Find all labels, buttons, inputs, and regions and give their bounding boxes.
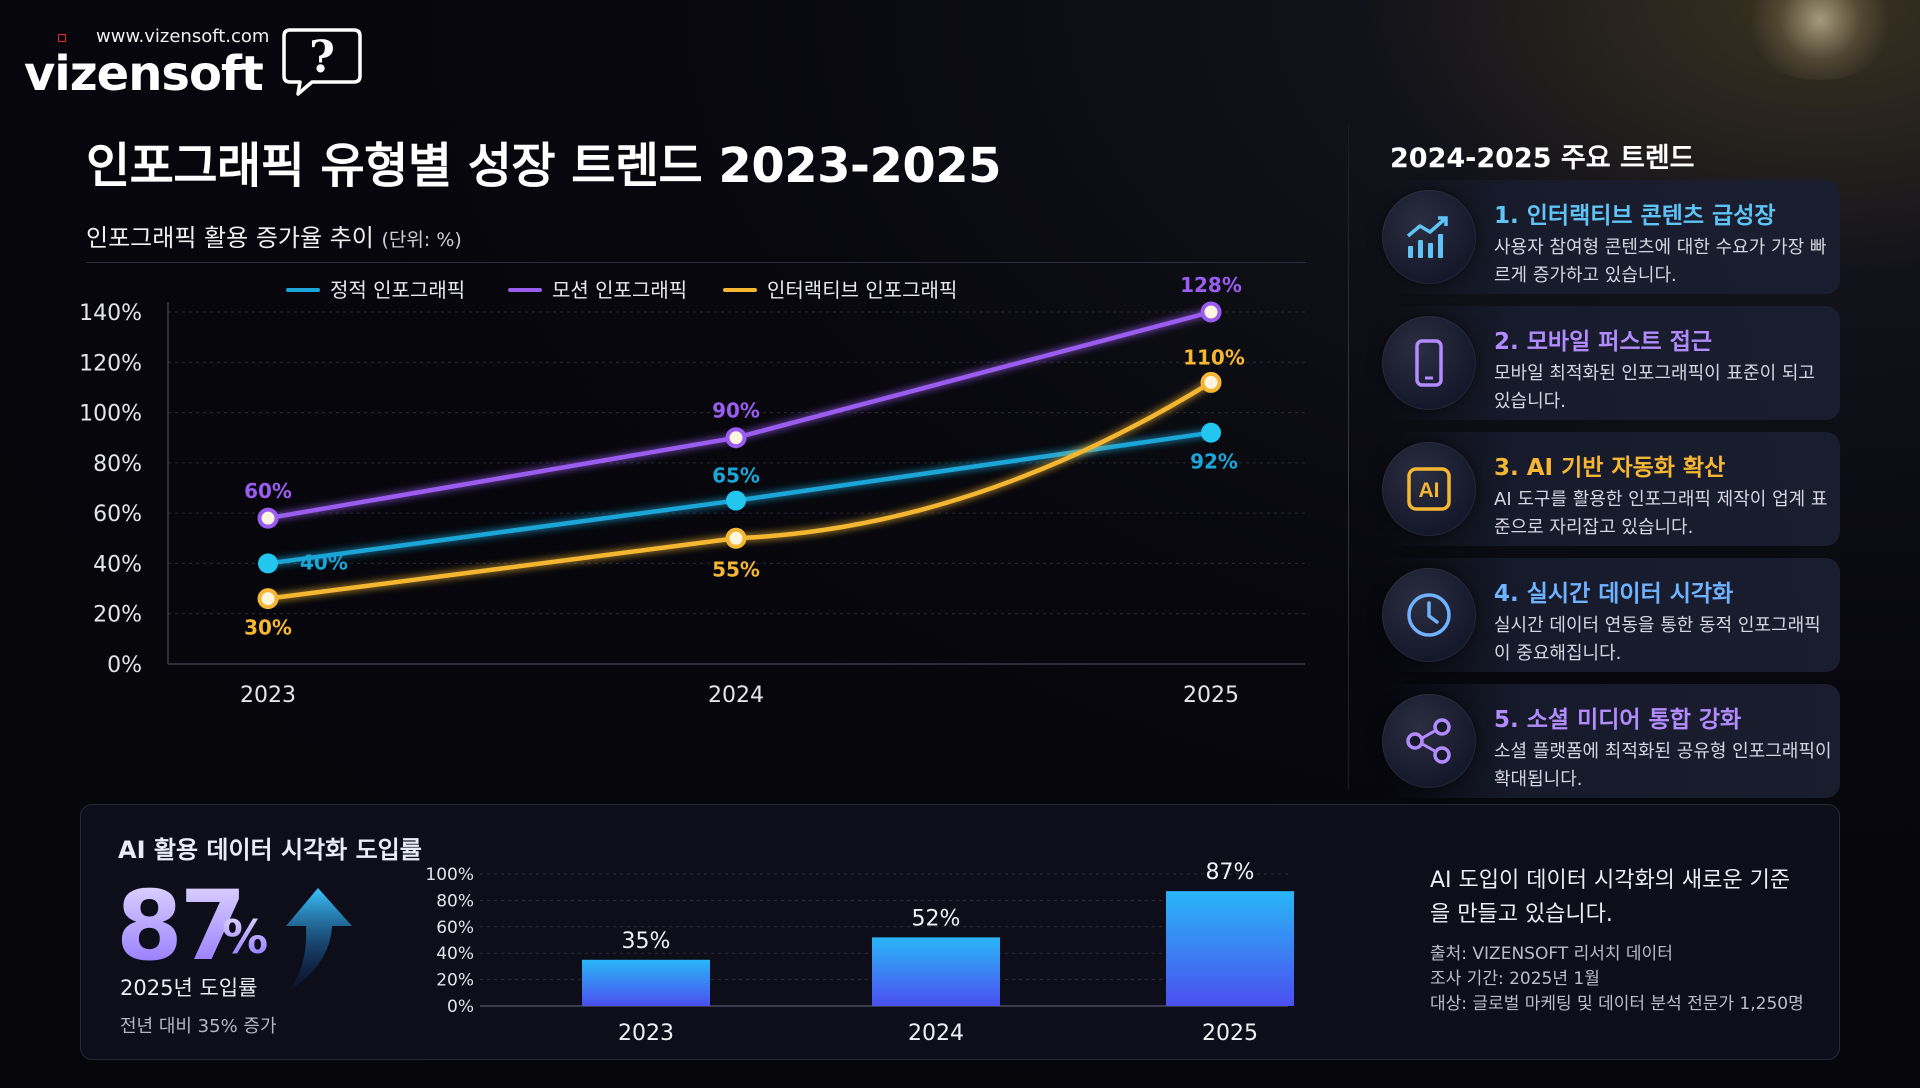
adoption-big-number: 87: [116, 870, 247, 982]
series-line: [265, 380, 1214, 601]
y-tick-label: 140%: [79, 301, 142, 326]
data-label: 60%: [244, 479, 292, 503]
y-tick-label: 100%: [79, 402, 142, 427]
brand-url: www.vizensoft.com: [96, 26, 270, 47]
x-tick-label: 2024: [908, 1021, 964, 1046]
y-tick-label: 0%: [447, 997, 474, 1017]
data-point: [1200, 301, 1222, 323]
adoption-big-percent: %: [222, 910, 269, 964]
source-line: 대상: 글로벌 마케팅 및 데이터 분석 전문가 1,250명: [1430, 994, 1804, 1014]
x-tick-label: 2023: [240, 683, 296, 708]
trend-icon-frame: [1382, 568, 1476, 662]
trend-heading: 4. 실시간 데이터 시각화: [1494, 581, 1734, 607]
vertical-divider: [1348, 124, 1349, 790]
logo-dot-icon: [58, 34, 66, 42]
page-title: 인포그래픽 유형별 성장 트렌드 2023-2025: [86, 138, 1002, 194]
data-label: 65%: [712, 464, 760, 488]
adoption-increase: 전년 대비 35% 증가: [120, 1016, 277, 1037]
trend-description: 실시간 데이터 연동을 통한 동적 인포그래픽이 중요해집니다.: [1494, 615, 1821, 664]
y-tick-label: 20%: [93, 603, 142, 628]
brand-name: VIZENSOFT: [24, 46, 264, 102]
data-label: 110%: [1183, 345, 1245, 369]
data-point: [257, 507, 279, 529]
bar-value-label: 52%: [912, 906, 961, 931]
bar-value-label: 35%: [622, 929, 671, 954]
trend-heading: 2. 모바일 퍼스트 접근: [1494, 329, 1713, 355]
svg-text:AI: AI: [1419, 479, 1440, 502]
source-line: 조사 기간: 2025년 1월: [1430, 969, 1600, 989]
data-label: 40%: [300, 550, 348, 574]
chart-subtitle: 인포그래픽 활용 증가율 추이 (단위: %): [86, 218, 462, 253]
chart-unit: (단위: %): [381, 229, 462, 251]
trends-panel-title: 2024-2025 주요 트렌드: [1390, 143, 1695, 174]
chart-subtitle-text: 인포그래픽 활용 증가율 추이: [86, 224, 374, 252]
subtitle-divider: [86, 262, 1306, 263]
trend-card: AI 3. AI 기반 자동화 확산 AI 도구를 활용한 인포그래픽 제작이 업계…: [1382, 432, 1840, 546]
y-tick-label: 80%: [93, 452, 142, 477]
data-point: [258, 553, 278, 574]
trend-heading: 5. 소셜 미디어 통합 강화: [1494, 707, 1742, 733]
y-tick-label: 20%: [436, 971, 474, 991]
trend-icon-frame: [1382, 190, 1476, 284]
bar: [582, 959, 710, 1006]
legend-label: 모션 인포그래픽: [552, 278, 687, 302]
speech-bubble-icon: ?: [282, 28, 362, 96]
source-notes: 출처: VIZENSOFT 리서치 데이터 조사 기간: 2025년 1월 대상…: [1430, 942, 1830, 1017]
y-tick-label: 60%: [93, 502, 142, 527]
data-point: [257, 588, 279, 610]
x-tick-label: 2025: [1183, 683, 1239, 708]
adoption-year-label: 2025년 도입률: [120, 976, 258, 1000]
legend-label: 인터랙티브 인포그래픽: [767, 278, 957, 302]
ai-note: AI 도입이 데이터 시각화의 새로운 기준을 만들고 있습니다.: [1430, 868, 1791, 927]
x-tick-label: 2023: [618, 1021, 674, 1046]
y-tick-label: 60%: [436, 918, 474, 938]
data-point: [725, 527, 747, 549]
trend-icon-frame: [1382, 694, 1476, 788]
ai-section-title: AI 활용 데이터 시각화 도입률: [118, 836, 422, 864]
trend-description: 소셜 플랫폼에 최적화된 공유형 인포그래픽이 확대됩니다.: [1494, 741, 1832, 790]
light-glow: [1740, 0, 1900, 80]
trend-description: AI 도구를 활용한 인포그래픽 제작이 업계 표준으로 자리잡고 있습니다.: [1494, 489, 1828, 538]
y-tick-label: 80%: [436, 891, 474, 911]
legend-label: 정적 인포그래픽: [330, 278, 465, 302]
y-tick-label: 0%: [107, 653, 142, 678]
ai-adoption-card: [80, 804, 1840, 1060]
trend-heading: 1. 인터랙티브 콘텐츠 급성장: [1494, 203, 1776, 229]
trend-description: 사용자 참여형 콘텐츠에 대한 수요가 가장 빠르게 증가하고 있습니다.: [1494, 237, 1827, 286]
line-chart: 0% 20% 40% 60% 80% 100% 120% 140% 2023 2024 2025 정적…: [79, 273, 1305, 708]
data-point: [1200, 371, 1222, 393]
data-label: 128%: [1180, 273, 1242, 297]
logo-mark: ?: [309, 32, 335, 83]
data-label: 90%: [712, 399, 760, 423]
data-point: [1201, 422, 1221, 443]
data-label: 55%: [712, 557, 760, 581]
y-tick-label: 40%: [93, 552, 142, 577]
trend-icon-frame: [1382, 316, 1476, 410]
brand-logo[interactable]: www.vizensoft.com VIZENSOFT ?: [24, 26, 364, 102]
bar: [1166, 891, 1294, 1006]
data-label: 30%: [244, 616, 292, 640]
bar-chart: 0% 20% 40% 60% 80% 100% 35% 2023 52% 2024 87% 2025: [425, 860, 1294, 1046]
source-line: 출처: VIZENSOFT 리서치 데이터: [1430, 944, 1673, 964]
x-tick-label: 2025: [1202, 1021, 1258, 1046]
trend-description: 모바일 최적화된 인포그래픽이 표준이 되고 있습니다.: [1494, 363, 1815, 412]
y-tick-label: 100%: [425, 865, 474, 885]
y-tick-label: 40%: [436, 944, 474, 964]
data-point: [726, 490, 746, 511]
data-point: [725, 427, 747, 449]
up-arrow-icon: [286, 888, 352, 990]
trend-icon-frame: AI: [1382, 442, 1476, 536]
bar: [872, 937, 1000, 1006]
data-label: 92%: [1190, 450, 1238, 474]
y-tick-label: 120%: [79, 351, 142, 376]
bar-value-label: 87%: [1206, 860, 1255, 885]
trend-heading: 3. AI 기반 자동화 확산: [1494, 455, 1726, 481]
x-tick-label: 2024: [708, 683, 764, 708]
brand-name-text: VIZENSOFT: [24, 46, 264, 102]
